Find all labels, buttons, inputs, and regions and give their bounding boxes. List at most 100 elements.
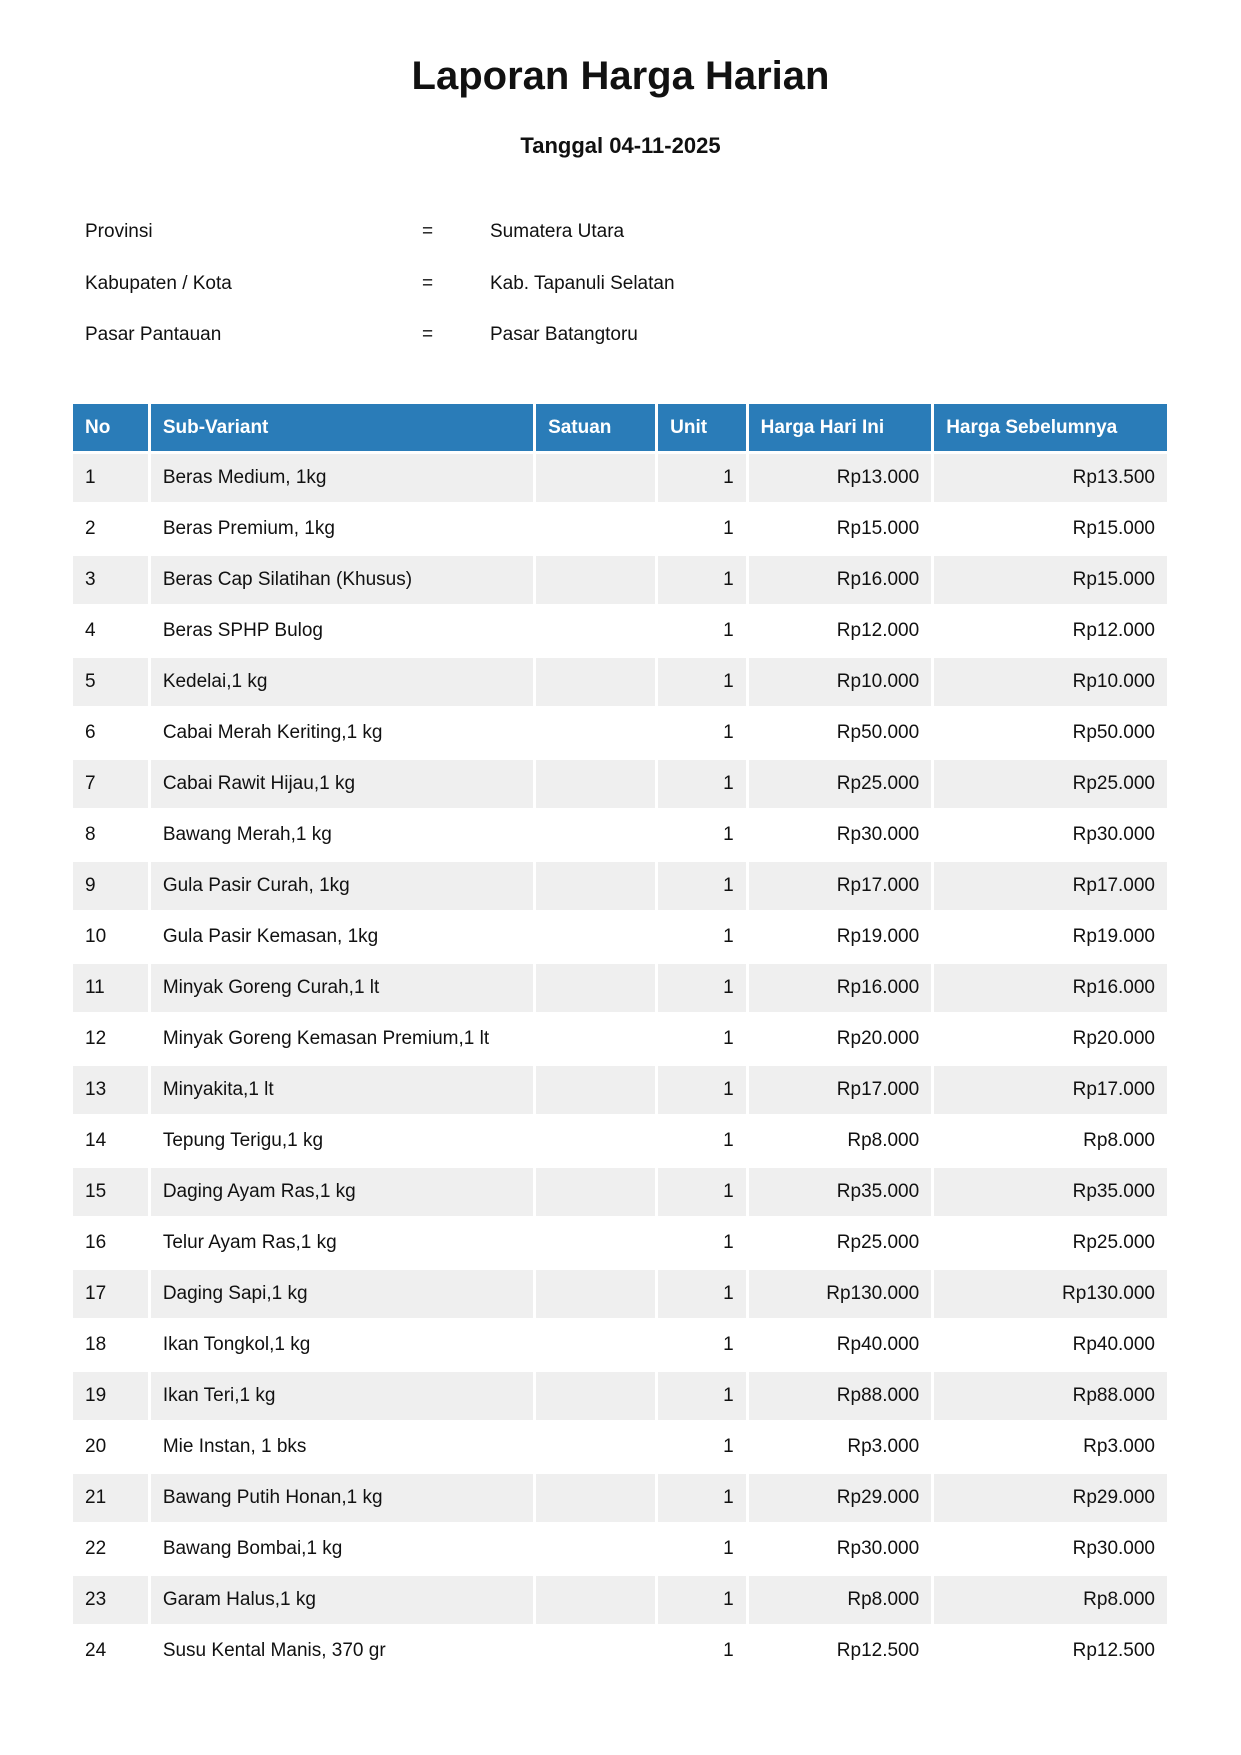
- cell-sub-variant: Susu Kental Manis, 370 gr: [162, 1640, 386, 1661]
- info-label: Pasar Pantauan: [85, 324, 222, 345]
- cell-unit: 1: [723, 1334, 734, 1355]
- cell-harga-hari-ini: Rp35.000: [748, 1168, 932, 1216]
- cell-satuan: [536, 1168, 656, 1216]
- cell-harga-hari-ini: Rp50.000: [836, 722, 920, 743]
- cell-satuan: [536, 505, 655, 553]
- cell-harga-hari-ini: Rp16.000: [748, 556, 932, 604]
- cell-no: 8: [85, 824, 96, 845]
- cell-harga-hari-ini: Rp8.000: [748, 1576, 932, 1624]
- table-row: 8 Bawang Merah,1 kg 1 Rp30.000 Rp30.000: [73, 811, 1167, 859]
- cell-harga-sebelumnya: Rp130.000: [934, 1270, 1167, 1318]
- cell-unit: 1: [658, 1576, 746, 1624]
- cell-harga-hari-ini: Rp25.000: [748, 760, 932, 808]
- cell-sub-variant: Beras Medium, 1kg: [150, 454, 534, 502]
- cell-harga-sebelumnya: Rp19.000: [1072, 926, 1155, 947]
- cell-no: 18: [85, 1334, 107, 1355]
- cell-satuan: [536, 811, 655, 859]
- cell-harga-hari-ini: Rp19.000: [836, 926, 920, 947]
- cell-satuan: [536, 1015, 655, 1063]
- cell-satuan: [536, 1321, 655, 1369]
- cell-no: 5: [73, 658, 148, 706]
- cell-sub-variant: Daging Ayam Ras,1 kg: [150, 1168, 534, 1216]
- table-row: 10 Gula Pasir Kemasan, 1kg 1 Rp19.000 Rp19.0…: [73, 913, 1167, 961]
- cell-unit: 1: [658, 862, 746, 910]
- cell-sub-variant: Ikan Tongkol,1 kg: [162, 1334, 311, 1355]
- cell-unit: 1: [723, 1028, 734, 1049]
- cell-unit: 1: [723, 620, 734, 641]
- cell-satuan: [536, 1270, 656, 1318]
- cell-harga-sebelumnya: Rp30.000: [1072, 1538, 1155, 1559]
- cell-satuan: [536, 760, 656, 808]
- table-row: 12 Minyak Goreng Kemasan Premium,1 lt 1 Rp2…: [73, 1015, 1167, 1063]
- cell-sub-variant: Bawang Putih Honan,1 kg: [150, 1474, 534, 1522]
- cell-harga-sebelumnya: Rp15.000: [1072, 518, 1155, 539]
- column-header: No: [73, 404, 148, 451]
- column-header: Unit: [658, 404, 746, 451]
- price-table: No Sub-Variant Satuan Unit Harga Hari Ini Har…: [70, 401, 1170, 1678]
- cell-sub-variant: Beras Premium, 1kg: [162, 518, 335, 539]
- cell-harga-sebelumnya: Rp8.000: [1083, 1130, 1155, 1151]
- cell-unit: 1: [723, 824, 734, 845]
- cell-harga-sebelumnya: Rp12.500: [1072, 1640, 1155, 1661]
- cell-no: 15: [73, 1168, 148, 1216]
- cell-sub-variant: Minyak Goreng Curah,1 lt: [150, 964, 534, 1012]
- cell-harga-sebelumnya: Rp13.500: [934, 454, 1167, 502]
- cell-unit: 1: [658, 556, 746, 604]
- cell-sub-variant: Gula Pasir Kemasan, 1kg: [162, 926, 379, 947]
- cell-satuan: [536, 1474, 656, 1522]
- cell-unit: 1: [723, 1436, 734, 1457]
- column-header: Harga Hari Ini: [748, 404, 932, 451]
- table-row: 24 Susu Kental Manis, 370 gr 1 Rp12.500 Rp12…: [73, 1627, 1167, 1675]
- table-row: 19 Ikan Teri,1 kg 1 Rp88.000 Rp88.000: [73, 1372, 1167, 1420]
- cell-sub-variant: Beras SPHP Bulog: [162, 620, 323, 641]
- cell-unit: 1: [723, 926, 734, 947]
- cell-harga-sebelumnya: Rp25.000: [934, 760, 1167, 808]
- cell-satuan: [536, 454, 656, 502]
- info-value: Sumatera Utara: [490, 221, 625, 242]
- cell-harga-hari-ini: Rp3.000: [847, 1436, 920, 1457]
- cell-sub-variant: Telur Ayam Ras,1 kg: [162, 1232, 337, 1253]
- cell-unit: 1: [658, 1372, 746, 1420]
- cell-sub-variant: Gula Pasir Curah, 1kg: [150, 862, 534, 910]
- cell-harga-hari-ini: Rp17.000: [748, 1066, 932, 1114]
- cell-unit: 1: [658, 760, 746, 808]
- cell-no: 24: [85, 1640, 107, 1661]
- cell-no: 19: [73, 1372, 148, 1420]
- cell-harga-hari-ini: Rp8.000: [847, 1130, 920, 1151]
- cell-harga-hari-ini: Rp12.000: [836, 620, 920, 641]
- table-row: 13 Minyakita,1 lt 1 Rp17.000 Rp17.000: [73, 1066, 1167, 1114]
- cell-satuan: [536, 1525, 655, 1573]
- table-row: 18 Ikan Tongkol,1 kg 1 Rp40.000 Rp40.000: [73, 1321, 1167, 1369]
- cell-satuan: [536, 709, 655, 757]
- info-value: Pasar Batangtoru: [490, 324, 638, 345]
- table-row: 16 Telur Ayam Ras,1 kg 1 Rp25.000 Rp25.000: [73, 1219, 1167, 1267]
- cell-harga-sebelumnya: Rp30.000: [1072, 824, 1155, 845]
- cell-sub-variant: Kedelai,1 kg: [150, 658, 534, 706]
- cell-no: 1: [73, 454, 148, 502]
- cell-no: 4: [85, 620, 96, 641]
- table-row: 15 Daging Ayam Ras,1 kg 1 Rp35.000 Rp35.000: [73, 1168, 1167, 1216]
- cell-harga-hari-ini: Rp15.000: [836, 518, 920, 539]
- cell-unit: 1: [658, 1270, 746, 1318]
- cell-no: 22: [85, 1538, 107, 1559]
- cell-sub-variant: Bawang Merah,1 kg: [162, 824, 332, 845]
- cell-no: 23: [73, 1576, 148, 1624]
- cell-sub-variant: Ikan Teri,1 kg: [150, 1372, 534, 1420]
- cell-harga-hari-ini: Rp88.000: [748, 1372, 932, 1420]
- cell-no: 17: [73, 1270, 148, 1318]
- cell-unit: 1: [723, 1130, 734, 1151]
- cell-harga-hari-ini: Rp13.000: [748, 454, 932, 502]
- cell-harga-hari-ini: Rp10.000: [748, 658, 932, 706]
- info-value: Kab. Tapanuli Selatan: [490, 273, 675, 294]
- cell-sub-variant: Tepung Terigu,1 kg: [162, 1130, 324, 1151]
- cell-harga-sebelumnya: Rp16.000: [934, 964, 1167, 1012]
- table-row: 4 Beras SPHP Bulog 1 Rp12.000 Rp12.000: [73, 607, 1167, 655]
- cell-harga-sebelumnya: Rp3.000: [1083, 1436, 1155, 1457]
- cell-harga-hari-ini: Rp25.000: [836, 1232, 920, 1253]
- table-row: 6 Cabai Merah Keriting,1 kg 1 Rp50.000 Rp50.…: [73, 709, 1167, 757]
- table-row: 7 Cabai Rawit Hijau,1 kg 1 Rp25.000 Rp25.000: [73, 760, 1167, 808]
- cell-satuan: [536, 556, 656, 604]
- cell-harga-hari-ini: Rp20.000: [836, 1028, 920, 1049]
- cell-no: 14: [85, 1130, 107, 1151]
- report-date: Tanggal 04-11-2025: [520, 133, 721, 158]
